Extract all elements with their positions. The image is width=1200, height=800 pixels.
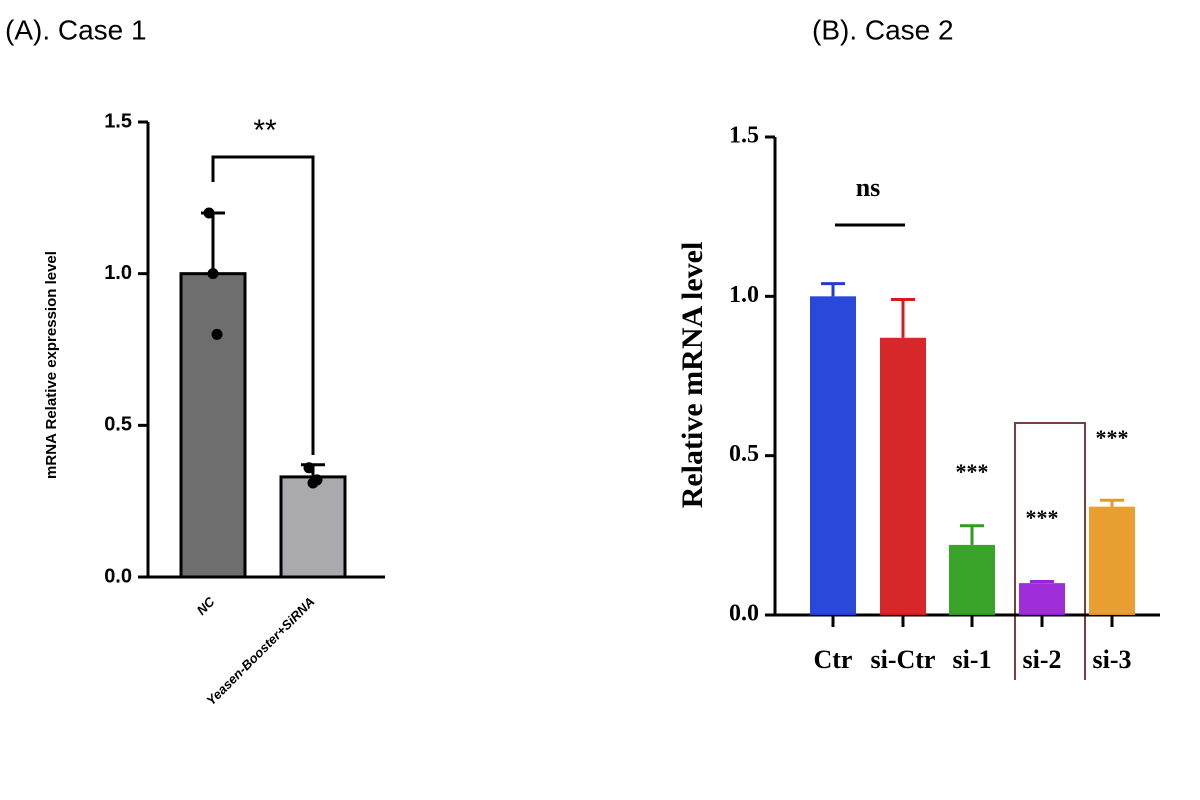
bar: [810, 296, 856, 615]
significance-label: ***: [1026, 505, 1059, 530]
y-axis-label: Relative mRNA level: [676, 242, 709, 509]
y-tick-label: 0.0: [729, 601, 759, 627]
y-tick-label: 0.0: [104, 565, 132, 587]
data-point: [303, 462, 315, 474]
bar: [279, 475, 347, 579]
x-tick-label: Ctr: [814, 645, 853, 674]
x-tick-label: Yeasen-Booster+SiRNA: [203, 594, 317, 708]
y-tick-label: 1.0: [104, 262, 132, 284]
significance-bracket: [211, 155, 315, 455]
significance-label: ns: [856, 173, 881, 202]
panel-title: (B). Case 2: [812, 14, 954, 45]
y-tick-label: 1.5: [104, 110, 132, 132]
bar: [1089, 506, 1135, 615]
bar: [1019, 583, 1065, 615]
y-tick-label: 1.0: [729, 282, 759, 308]
significance-label: ***: [1096, 425, 1129, 450]
y-tick-label: 0.5: [729, 441, 759, 467]
data-point: [207, 268, 219, 280]
x-tick-label: NC: [194, 594, 218, 618]
bar: [949, 544, 995, 615]
x-tick-label: si-2: [1023, 645, 1062, 674]
panel-title: (A). Case 1: [5, 14, 147, 45]
x-tick-label: si-3: [1093, 645, 1132, 674]
data-point: [203, 207, 215, 219]
y-tick-label: 0.5: [104, 414, 132, 436]
bar: [179, 272, 247, 579]
significance-label: **: [253, 114, 277, 147]
y-axis-label: mRNA Relative expression level: [43, 251, 60, 479]
highlight-box: [1014, 422, 1086, 680]
data-point: [211, 328, 223, 340]
x-tick-label: si-1: [953, 645, 992, 674]
data-point: [311, 474, 323, 486]
y-tick-label: 1.5: [729, 123, 759, 149]
x-tick-label: si-Ctr: [871, 645, 936, 674]
significance-label: ***: [956, 459, 989, 484]
bar: [880, 337, 926, 615]
